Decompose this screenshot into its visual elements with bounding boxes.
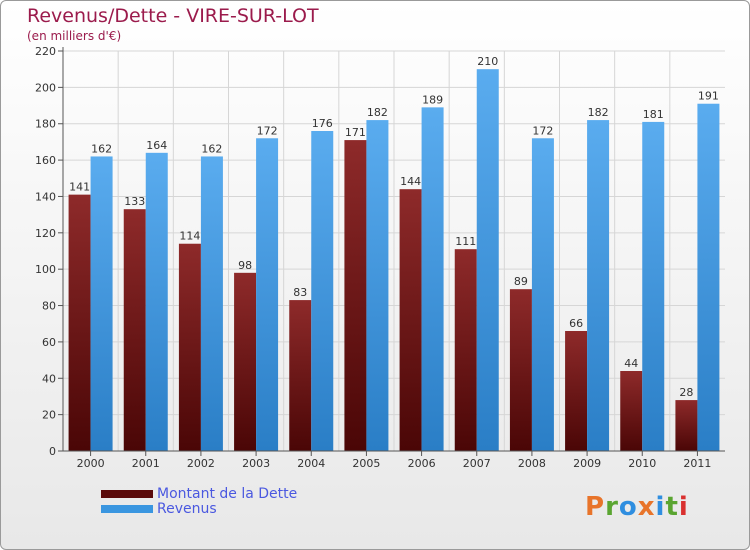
data-labels: 1411621331641141629817283176171182144189… (69, 55, 719, 399)
y-tick-label: 180 (35, 118, 56, 131)
data-label-debt: 133 (124, 195, 145, 208)
bar-revenue (421, 107, 444, 451)
x-tick-label: 2004 (297, 457, 325, 470)
data-label-revenue: 162 (91, 142, 112, 155)
bar-debt (178, 243, 201, 451)
x-tick-label: 2006 (408, 457, 436, 470)
y-tick-label: 20 (42, 409, 56, 422)
bar-revenue (697, 103, 720, 452)
logo-letter: i (678, 492, 689, 522)
bar-revenue (642, 121, 665, 451)
data-label-revenue: 191 (698, 90, 719, 103)
bar-debt (509, 289, 532, 451)
chart-subtitle: (en milliers d'€) (27, 29, 122, 43)
axes: 0 20 40 60 80 100 120 140 160 180 200 220 2000 2001 20… (35, 45, 725, 470)
bar-debt (620, 371, 643, 451)
y-tick-label: 200 (35, 81, 56, 94)
x-tick-label: 2002 (187, 457, 215, 470)
bar-revenue (311, 131, 334, 451)
data-label-revenue: 172 (532, 124, 553, 137)
logo-letter: i (655, 492, 666, 522)
legend-item-revenue: Revenus (101, 502, 297, 517)
data-label-debt: 98 (238, 259, 252, 272)
y-tick-label: 60 (42, 336, 56, 349)
bar-revenue (476, 69, 499, 451)
y-tick-label: 120 (35, 227, 56, 240)
logo-letter: o (618, 492, 638, 522)
data-label-debt: 111 (455, 235, 476, 248)
data-label-revenue: 182 (367, 106, 388, 119)
bar-debt (454, 249, 477, 451)
data-label-revenue: 182 (588, 106, 609, 119)
x-tick-label: 2010 (628, 457, 656, 470)
data-label-debt: 83 (293, 286, 307, 299)
chart-title: Revenus/Dette - VIRE-SUR-LOT (27, 5, 319, 27)
bars (68, 69, 720, 452)
x-tick-label: 2011 (683, 457, 711, 470)
y-tick-label: 0 (49, 445, 56, 458)
x-tick-label: 2005 (352, 457, 380, 470)
x-tick-label: 2008 (518, 457, 546, 470)
x-tick-label: 2003 (242, 457, 270, 470)
legend-item-debt: Montant de la Dette (101, 487, 297, 502)
bar-revenue (90, 156, 113, 452)
y-tick-label: 160 (35, 154, 56, 167)
logo-letter: P (585, 492, 606, 522)
legend-swatch-revenue (101, 505, 153, 513)
data-label-debt: 66 (569, 317, 583, 330)
data-label-debt: 144 (400, 175, 421, 188)
data-label-debt: 141 (69, 181, 90, 194)
data-label-revenue: 189 (422, 93, 443, 106)
data-label-debt: 28 (679, 386, 693, 399)
bar-revenue (256, 138, 279, 452)
legend-label-debt: Montant de la Dette (157, 486, 298, 502)
data-label-revenue: 172 (257, 124, 278, 137)
legend: Montant de la Dette Revenus (101, 487, 297, 517)
data-label-revenue: 210 (477, 55, 498, 68)
x-tick-label: 2007 (463, 457, 491, 470)
data-label-revenue: 181 (643, 108, 664, 121)
data-label-revenue: 162 (201, 142, 222, 155)
y-tick-label: 140 (35, 190, 56, 203)
grid-lines (63, 50, 725, 451)
data-label-debt: 89 (514, 275, 528, 288)
bar-revenue (587, 120, 610, 451)
data-label-revenue: 176 (312, 117, 333, 130)
logo-letter: x (637, 492, 656, 522)
data-label-debt: 114 (179, 230, 200, 243)
y-tick-label: 220 (35, 45, 56, 58)
data-label-revenue: 164 (146, 139, 167, 152)
x-tick-label: 2000 (77, 457, 105, 470)
bar-revenue (366, 120, 389, 451)
bar-debt (344, 140, 367, 451)
bar-debt (234, 272, 257, 451)
x-tick-label: 2009 (573, 457, 601, 470)
bar-revenue (200, 156, 223, 452)
data-label-debt: 44 (624, 357, 638, 370)
logo-letter: r (605, 492, 619, 522)
proxiti-logo: Proxiti (585, 492, 689, 522)
y-tick-label: 40 (42, 372, 56, 385)
x-tick-label: 2001 (132, 457, 160, 470)
data-label-debt: 171 (345, 126, 366, 139)
bar-debt (68, 194, 91, 452)
legend-swatch-debt (101, 490, 153, 498)
bar-revenue (531, 138, 554, 452)
y-tick-label: 80 (42, 300, 56, 313)
bar-debt (565, 331, 588, 451)
legend-label-revenue: Revenus (157, 501, 217, 517)
bar-debt (289, 300, 312, 451)
logo-letter: t (665, 492, 679, 522)
y-tick-label: 100 (35, 263, 56, 276)
bar-revenue (145, 152, 168, 451)
bar-debt (123, 209, 146, 451)
bar-debt (399, 189, 422, 451)
bar-debt (675, 400, 698, 451)
